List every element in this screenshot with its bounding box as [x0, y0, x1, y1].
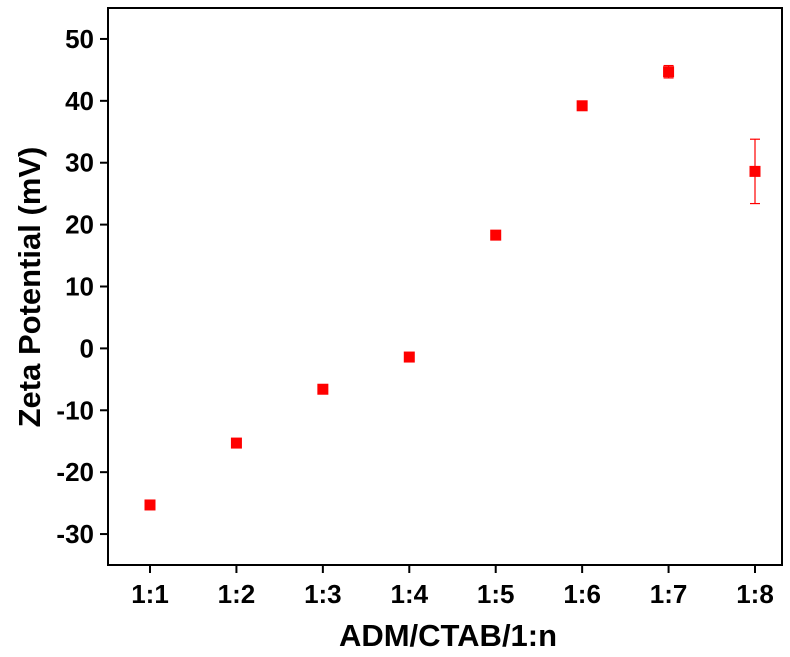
- x-tick-label: 1:5: [477, 579, 515, 609]
- y-tick-label: -20: [56, 457, 94, 487]
- y-tick-label: 30: [65, 148, 94, 178]
- x-axis-title: ADM/CTAB/1:n: [339, 618, 557, 653]
- plot-frame: [107, 7, 783, 566]
- y-tick-label: 40: [65, 86, 94, 116]
- y-tick-label: 10: [65, 272, 94, 302]
- data-point: [490, 229, 502, 241]
- x-axis-ticks: 1:1 1:2 1:3 1:4 1:5 1:6 1:7 1:8: [131, 565, 774, 609]
- data-point: [403, 351, 415, 363]
- y-axis-ticks: -30 -20 -10 0 10 20 30 40 50: [56, 24, 108, 549]
- y-tick-label: -30: [56, 519, 94, 549]
- y-tick-label: 50: [65, 24, 94, 54]
- x-tick-label: 1:3: [304, 579, 342, 609]
- data-points: [144, 66, 761, 511]
- data-point: [749, 165, 761, 177]
- x-tick-label: 1:7: [650, 579, 688, 609]
- x-tick-label: 1:6: [563, 579, 601, 609]
- data-point: [144, 499, 156, 511]
- data-point: [317, 383, 329, 395]
- y-axis-title: Zeta Potential (mV): [12, 147, 47, 428]
- data-point: [230, 437, 242, 449]
- x-tick-label: 1:1: [131, 579, 169, 609]
- x-tick-label: 1:2: [218, 579, 256, 609]
- x-tick-label: 1:4: [390, 579, 428, 609]
- data-point: [663, 66, 675, 78]
- x-tick-label: 1:8: [736, 579, 774, 609]
- y-tick-label: -10: [56, 395, 94, 425]
- y-tick-label: 0: [80, 333, 94, 363]
- y-tick-label: 20: [65, 210, 94, 240]
- data-point: [576, 100, 588, 112]
